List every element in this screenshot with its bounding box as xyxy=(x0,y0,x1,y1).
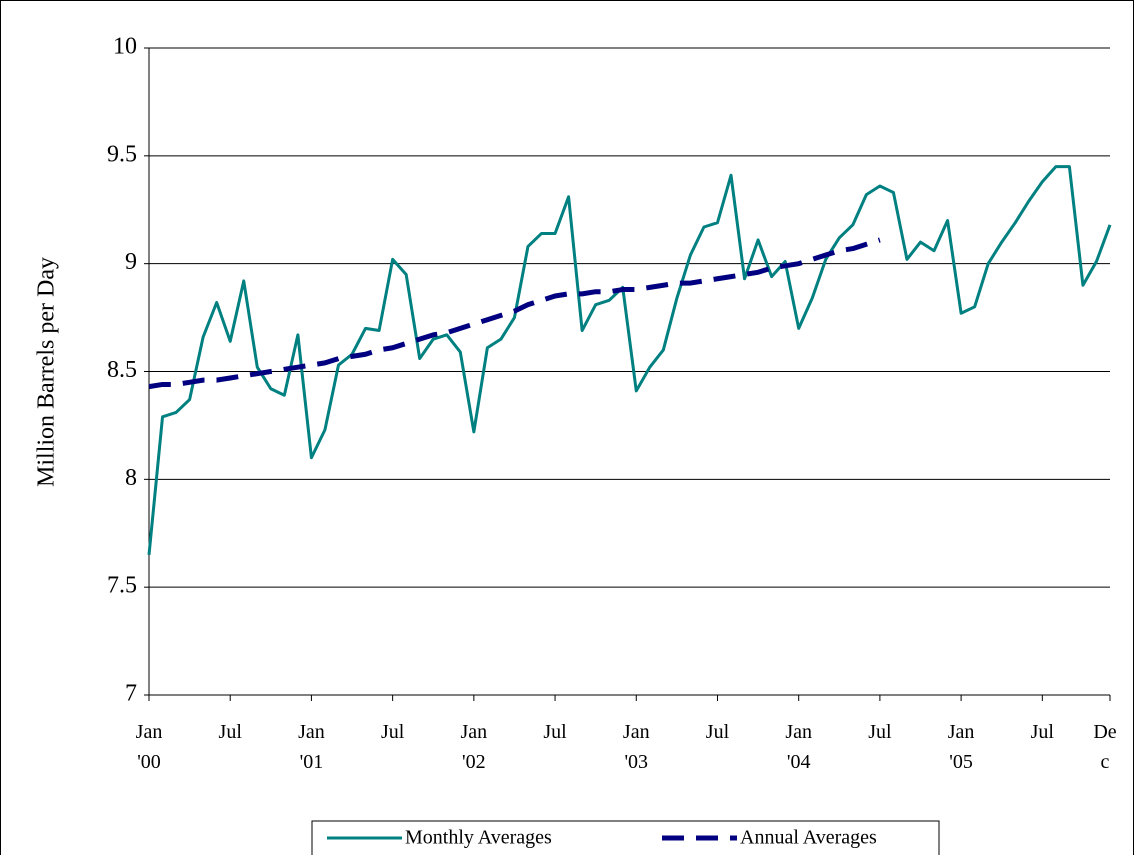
y-tick-label: 10 xyxy=(113,34,137,60)
x-tick-label: Jan '04 xyxy=(785,721,813,773)
x-tick-label: Jul xyxy=(543,721,567,743)
y-tick-label: 9 xyxy=(125,249,137,275)
x-tick-label: Jan '03 xyxy=(622,721,650,773)
x-tick-label: Jul xyxy=(1030,721,1054,743)
y-tick-label: 8 xyxy=(125,465,137,491)
y-tick-label: 9.5 xyxy=(107,141,137,167)
x-tick-label: Jul xyxy=(218,721,242,743)
x-tick-label: Jan '05 xyxy=(947,721,975,773)
y-tick-label: 7.5 xyxy=(107,573,137,599)
legend-label: Monthly Averages xyxy=(405,827,552,849)
x-tick-label: De c xyxy=(1093,721,1117,773)
legend-label: Annual Averages xyxy=(740,827,877,849)
series-line xyxy=(148,237,881,390)
x-tick-label: Jan '02 xyxy=(460,721,488,773)
y-tick-label: 8.5 xyxy=(107,357,137,383)
x-tick-label: Jul xyxy=(705,721,730,743)
y-axis-label: Million Barrels per Day xyxy=(34,257,60,487)
series-line xyxy=(147,165,1112,555)
legend-box xyxy=(311,820,940,855)
x-tick-label: Jul xyxy=(380,721,405,743)
x-tick-label: Jan '01 xyxy=(298,721,325,773)
y-tick-label: 7 xyxy=(125,681,137,707)
x-tick-label: Jan '00 xyxy=(135,721,163,773)
x-tick-label: Jul xyxy=(868,721,892,743)
